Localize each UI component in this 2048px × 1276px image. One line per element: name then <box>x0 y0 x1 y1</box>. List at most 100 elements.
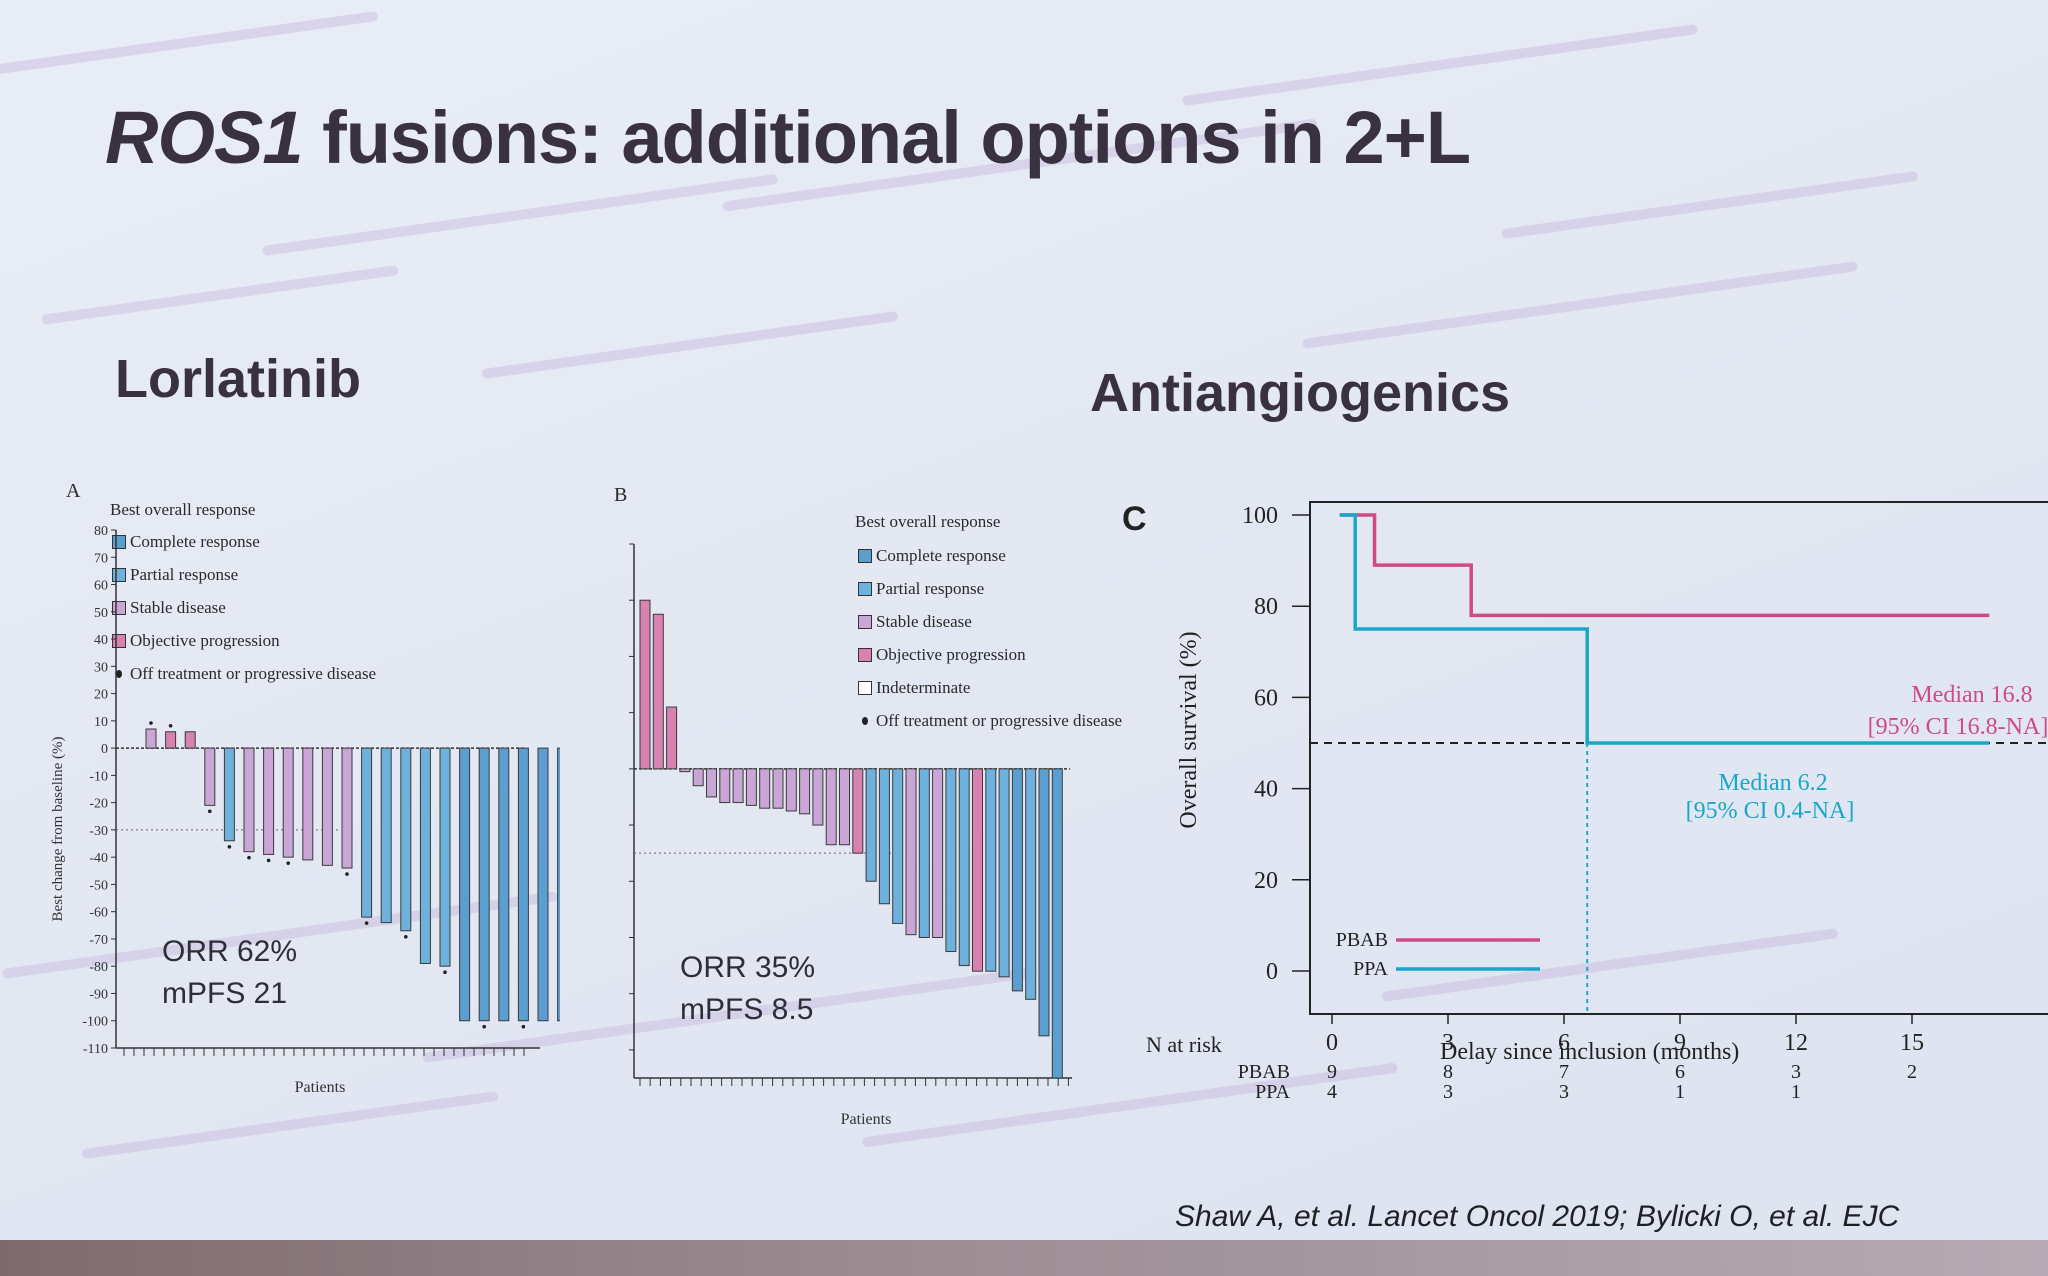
legend-swatch <box>858 582 872 596</box>
bar <box>972 768 983 972</box>
bar <box>1051 768 1063 1079</box>
y-tick-label: 30 <box>94 660 108 675</box>
off-treatment-dot <box>286 861 290 865</box>
x-tick-label: 12 <box>1784 1030 1808 1056</box>
legend-swatch <box>858 648 872 662</box>
y-tick-label: 80 <box>94 524 108 539</box>
waterfall-chart-b: Patients <box>629 543 1072 1128</box>
panel-b-legend-item: Partial response <box>858 579 984 599</box>
off-treatment-dot <box>266 858 271 863</box>
y-tick-label: 50 <box>94 606 108 621</box>
legend-label: Stable disease <box>130 598 226 617</box>
bar <box>745 768 757 806</box>
risk-count: 7 <box>1559 1061 1569 1083</box>
bar <box>165 731 177 749</box>
risk-count: 8 <box>1443 1061 1453 1083</box>
y-tick-label: 20 <box>1254 868 1278 894</box>
risk-count: 1 <box>1675 1081 1685 1103</box>
off-treatment-dot <box>482 1024 487 1029</box>
bar <box>380 747 392 924</box>
bar <box>945 768 957 953</box>
survival-line-pbab <box>1339 513 1990 618</box>
heading-antiangiogenics: Antiangiogenics <box>1090 363 1511 423</box>
x-tick-label: 6 <box>1558 1030 1570 1056</box>
bar <box>302 747 314 861</box>
bar <box>537 747 549 1022</box>
y-tick-label: 0 <box>101 742 108 757</box>
bar <box>1011 768 1023 992</box>
bar <box>825 768 837 846</box>
legend-label: Objective progression <box>876 645 1026 664</box>
risk-count: 3 <box>1443 1081 1453 1103</box>
y-tick-label: -110 <box>83 1042 108 1057</box>
panel-a-orr: ORR 62% <box>162 935 298 968</box>
y-axis-label: Best change from baseline (%) <box>50 737 66 922</box>
bar <box>321 747 333 866</box>
bar <box>865 768 877 882</box>
legend-label: Indeterminate <box>876 678 971 697</box>
legend-label: Complete response <box>130 532 260 551</box>
bar <box>341 747 353 869</box>
x-axis-label: Delay since inclusion (months) <box>1440 1039 1739 1065</box>
bar <box>905 768 917 936</box>
y-tick-label: 10 <box>94 715 108 730</box>
bar <box>772 768 784 809</box>
panel-b-legend-item: Stable disease <box>858 612 972 632</box>
pbab-median-ci: [95% CI 16.8-NA] <box>1868 714 2048 740</box>
survival-line-ppa <box>1339 513 1990 745</box>
bar <box>878 768 890 905</box>
legend-label: Partial response <box>876 579 985 598</box>
y-tick-label: 60 <box>94 579 108 594</box>
off-treatment-dot <box>149 721 153 725</box>
risk-row-name: PPA <box>1255 1081 1290 1103</box>
off-treatment-dot <box>404 934 408 939</box>
off-treatment-dot <box>247 855 251 860</box>
legend-dot-marker <box>862 717 868 725</box>
legend-swatch <box>858 549 872 563</box>
x-axis-label: Patients <box>841 1111 892 1128</box>
risk-count: 6 <box>1675 1061 1685 1083</box>
off-treatment-dot <box>521 1024 526 1029</box>
bar <box>799 768 811 815</box>
bar <box>998 768 1010 978</box>
off-treatment-dot <box>443 970 447 975</box>
bar <box>706 768 717 798</box>
risk-table-title: N at risk <box>1146 1032 1222 1057</box>
y-tick-label: -40 <box>89 851 108 866</box>
slide-title-gene: ROS1 <box>105 96 304 179</box>
risk-row-name: PBAB <box>1238 1061 1290 1083</box>
panel-b-legend-item: Complete response <box>858 546 1006 566</box>
bar <box>839 768 850 846</box>
bar <box>557 747 560 1022</box>
bar <box>932 768 944 938</box>
bar <box>1038 768 1050 1037</box>
risk-count: 1 <box>1791 1081 1801 1103</box>
y-tick-label: -80 <box>89 960 108 975</box>
bar <box>852 768 864 854</box>
risk-count: 9 <box>1327 1061 1337 1083</box>
x-tick-label: 0 <box>1326 1030 1338 1056</box>
panel-b-orr: ORR 35% <box>680 951 816 984</box>
y-tick-label: -10 <box>89 769 108 784</box>
legend-label: Stable disease <box>876 612 972 631</box>
bar <box>282 747 294 858</box>
bar <box>419 747 431 964</box>
panel-a-mpfs: mPFS 21 <box>162 977 288 1010</box>
off-treatment-dot <box>208 809 212 814</box>
legend-swatch <box>858 681 872 695</box>
bar <box>459 747 471 1022</box>
bar <box>666 706 678 770</box>
plot-frame <box>1309 501 2048 1015</box>
y-tick-label: 0 <box>1266 959 1278 985</box>
x-tick-label: 15 <box>1900 1030 1924 1056</box>
panel-b-legend-item: Off treatment or progressive disease <box>858 711 1122 731</box>
bar <box>892 768 904 924</box>
bar <box>719 768 731 804</box>
y-tick-label: -30 <box>89 824 108 839</box>
y-tick-label: 70 <box>94 551 108 566</box>
y-tick-label: -20 <box>89 797 108 812</box>
bar <box>223 747 235 842</box>
legend-label: Off treatment or progressive disease <box>130 664 377 683</box>
ppa-median-label: Median 6.2 <box>1718 770 1827 796</box>
